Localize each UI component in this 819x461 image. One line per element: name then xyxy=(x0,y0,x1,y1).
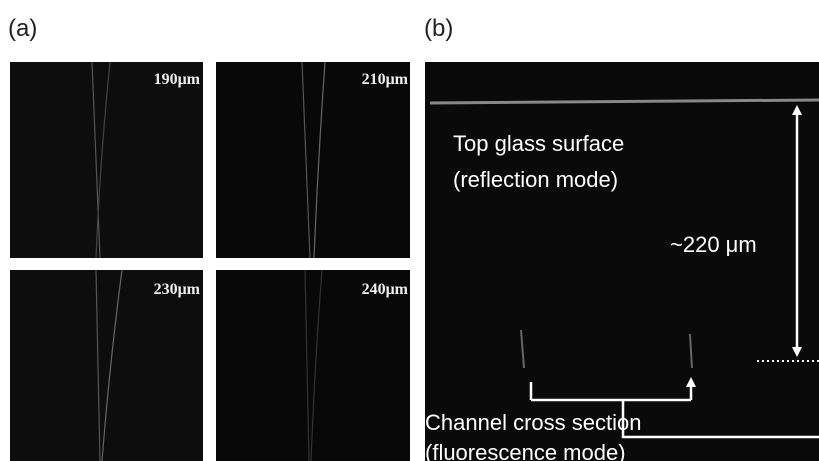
panel-b-image: Top glass surface (reflection mode) ~220… xyxy=(425,62,819,461)
annotation: (fluorescence mode) xyxy=(425,440,626,461)
panel-label: (b) xyxy=(424,15,453,42)
panel-a-images: 190μm 210μm 230μm 240μm xyxy=(10,62,410,461)
micrograph xyxy=(10,62,203,258)
annotation: Top glass surface xyxy=(453,131,624,156)
annotation: (reflection mode) xyxy=(453,167,618,192)
panel-label: (a) xyxy=(8,15,37,42)
depth-label: 240μm xyxy=(362,281,409,298)
annotation: Channel cross section xyxy=(425,410,641,435)
micrograph xyxy=(10,270,203,461)
figure: (a) (b) 190μm 210μm 230μm 240μm Top glas… xyxy=(0,0,819,461)
micrograph xyxy=(216,270,410,461)
micrograph xyxy=(216,62,410,258)
depth-label: 210μm xyxy=(362,71,409,88)
depth-label: 230μm xyxy=(154,281,201,298)
distance-label: ~220 μm xyxy=(670,232,757,257)
depth-label: 190μm xyxy=(154,71,201,88)
